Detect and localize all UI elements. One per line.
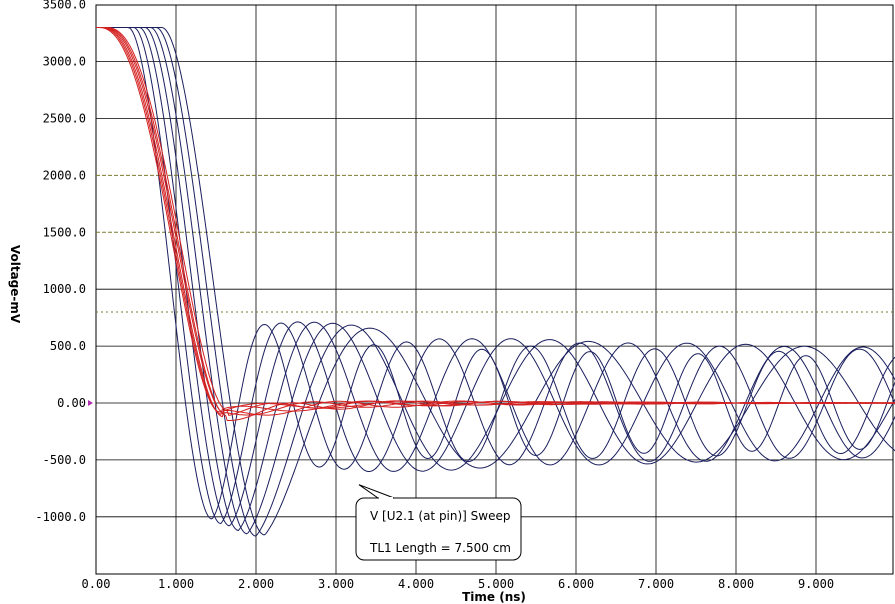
series-unterminated-line [96,27,895,532]
x-tick-label: 5.000 [478,577,514,591]
series-unterminated-line [96,27,895,536]
x-tick-label: 7.000 [638,577,674,591]
series-unterminated-line [96,27,895,537]
unterminated-series-group [96,27,895,537]
x-tick-label: 2.000 [238,577,274,591]
x-tick-label: 4.000 [398,577,434,591]
y-tick-label: 2000.0 [43,168,86,182]
tick-labels: 0.00 1.000 2.000 3.000 4.000 5.000 6.000 7.000 8… [35,0,834,591]
series-unterminated-line [96,27,895,535]
x-tick-label: 8.000 [718,577,754,591]
y-axis-label: Voltage-mV [8,245,22,324]
threshold-lines [88,174,893,406]
y-tick-label: 3000.0 [43,55,86,69]
x-tick-label: 0.00 [82,577,111,591]
x-tick-label: 9.000 [798,577,834,591]
y-tick-label: -500.0 [43,453,86,467]
x-axis-label: Time (ns) [462,590,526,604]
series-terminated-line [96,27,895,421]
terminated-series-group [96,27,895,421]
y-tick-label: 3500.0 [43,0,86,12]
x-tick-label: 3.000 [318,577,354,591]
x-tick-label: 1.000 [158,577,194,591]
x-tick-label: 6.000 [558,577,594,591]
y-tick-label: -1000.0 [35,510,86,524]
y-tick-label: 2500.0 [43,112,86,126]
annotation-callout: V [U2.1 (at pin)] Sweep TL1 Length = 7.50… [355,484,522,561]
series-unterminated-line [96,27,895,527]
y-tick-label: 1000.0 [43,282,86,296]
annotation-line-1: V [U2.1 (at pin)] Sweep [370,509,511,523]
y-tick-label: 1500.0 [43,225,86,239]
y-tick-label: 500.0 [50,339,86,353]
zero-marker [88,400,93,406]
annotation-line-2: TL1 Length = 7.500 cm [369,541,511,555]
series-terminated-line [96,27,895,416]
annotation-pointer [358,484,395,499]
annotation-box [355,497,522,561]
y-tick-label: 0.00 [57,396,86,410]
